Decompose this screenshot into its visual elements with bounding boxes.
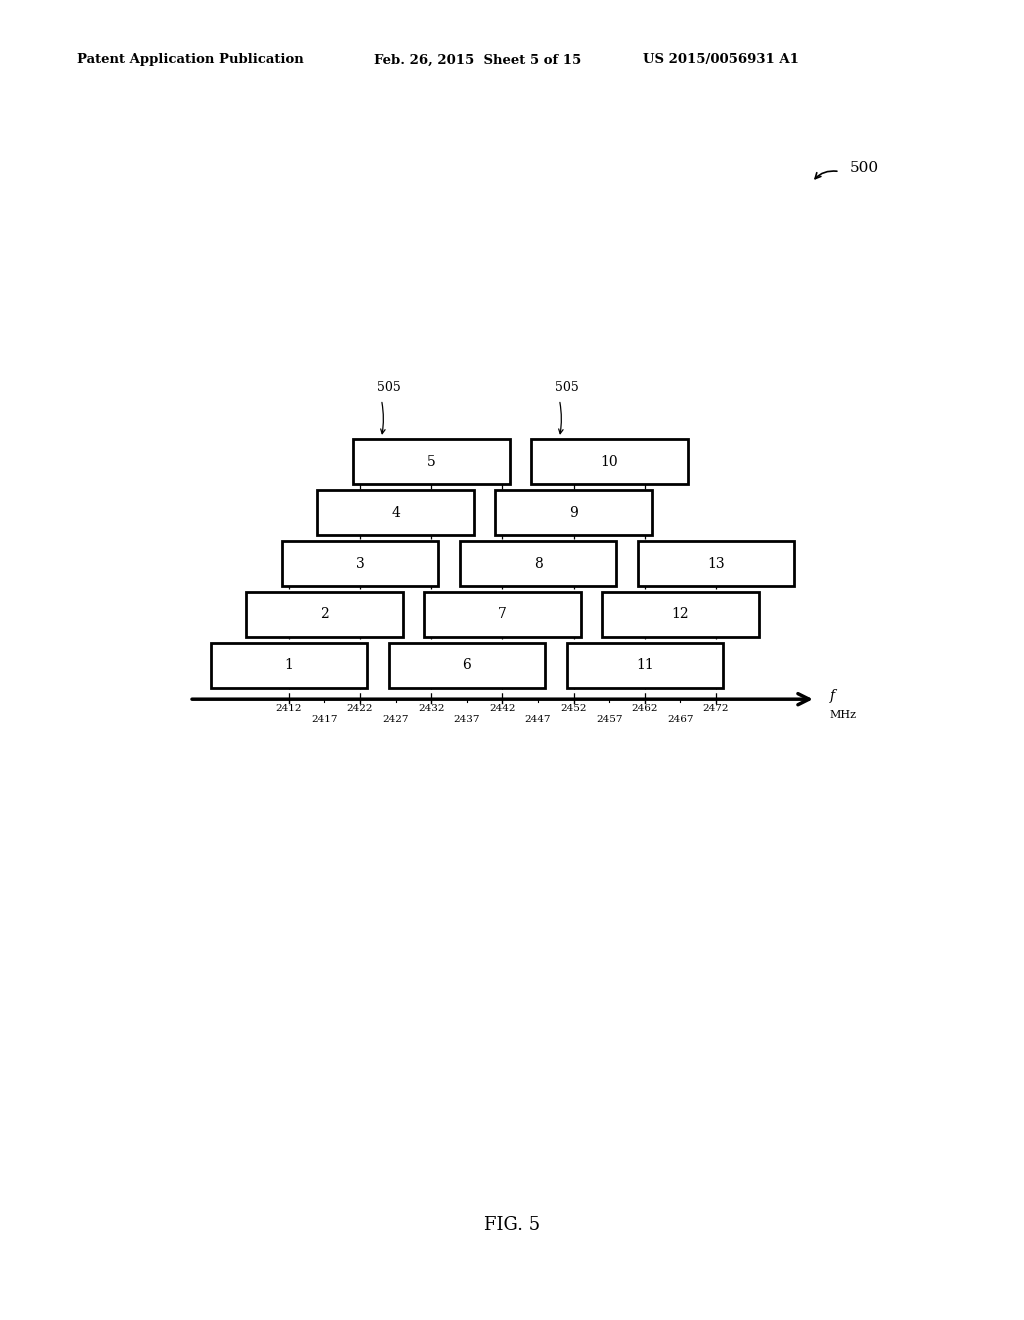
Text: 2462: 2462 (632, 704, 658, 713)
Text: 1: 1 (285, 659, 293, 672)
Text: 2412: 2412 (275, 704, 302, 713)
Text: US 2015/0056931 A1: US 2015/0056931 A1 (643, 53, 799, 66)
Text: 2442: 2442 (489, 704, 516, 713)
Text: 2417: 2417 (311, 715, 338, 725)
Text: 2447: 2447 (524, 715, 551, 725)
Text: 12: 12 (672, 607, 689, 622)
Bar (566, 643, 723, 688)
Text: 10: 10 (600, 455, 618, 469)
Text: 2457: 2457 (596, 715, 623, 725)
Text: 7: 7 (498, 607, 507, 622)
Bar (496, 490, 652, 536)
Bar (424, 591, 581, 638)
Text: f: f (829, 689, 835, 704)
Bar (282, 541, 438, 586)
Text: 4: 4 (391, 506, 400, 520)
Text: 500: 500 (850, 161, 879, 174)
Text: 2472: 2472 (702, 704, 729, 713)
Text: 9: 9 (569, 506, 578, 520)
Bar (246, 591, 402, 638)
Text: 2437: 2437 (454, 715, 480, 725)
Bar (638, 541, 795, 586)
Text: 3: 3 (355, 557, 365, 570)
Text: 2427: 2427 (382, 715, 409, 725)
Text: MHz: MHz (829, 710, 857, 719)
Text: 8: 8 (534, 557, 543, 570)
Bar (211, 643, 368, 688)
Text: 505: 505 (377, 381, 400, 393)
Bar (317, 490, 474, 536)
Text: 2: 2 (321, 607, 329, 622)
Bar (530, 440, 687, 484)
Text: 505: 505 (555, 381, 579, 393)
Text: 2467: 2467 (668, 715, 693, 725)
Text: 5: 5 (427, 455, 435, 469)
Text: 6: 6 (463, 659, 471, 672)
Text: Patent Application Publication: Patent Application Publication (77, 53, 303, 66)
Bar (602, 591, 759, 638)
Bar (460, 541, 616, 586)
Text: Feb. 26, 2015  Sheet 5 of 15: Feb. 26, 2015 Sheet 5 of 15 (374, 53, 581, 66)
Bar (353, 440, 510, 484)
Bar (388, 643, 545, 688)
Text: 11: 11 (636, 659, 653, 672)
Text: 2432: 2432 (418, 704, 444, 713)
Text: 2452: 2452 (560, 704, 587, 713)
Text: FIG. 5: FIG. 5 (484, 1216, 540, 1234)
Text: 13: 13 (708, 557, 725, 570)
Text: 2422: 2422 (347, 704, 374, 713)
